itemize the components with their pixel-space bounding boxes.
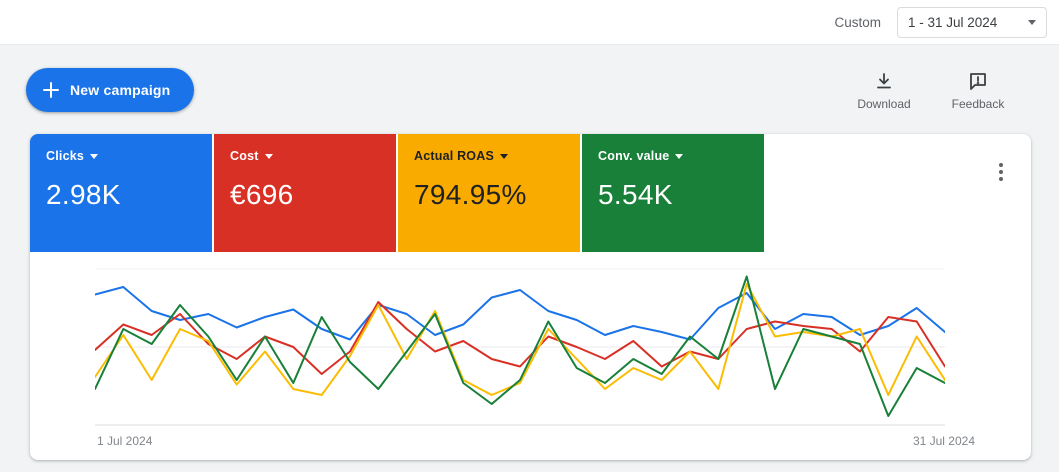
metric-tile[interactable]: Clicks 2.98K [30,134,212,252]
x-axis-start-label: 1 Jul 2024 [97,434,153,448]
chevron-down-icon [264,153,273,159]
chevron-down-icon [1028,19,1036,25]
chevron-down-icon [675,153,684,159]
metric-tiles: Clicks 2.98K Cost €696 Actual ROAS 794.9… [30,134,1031,252]
metric-tile[interactable]: Cost €696 [214,134,396,252]
performance-card: Clicks 2.98K Cost €696 Actual ROAS 794.9… [30,134,1031,460]
date-range-type-label: Custom [834,14,881,30]
date-range-value: 1 - 31 Jul 2024 [908,14,998,30]
metric-tile[interactable]: Actual ROAS 794.95% [398,134,580,252]
plus-icon [42,81,60,99]
metric-tile-value: 794.95% [414,179,527,210]
kebab-icon [999,163,1003,167]
metric-tile-label: Clicks [46,149,85,163]
trend-chart-svg [94,268,946,426]
series-line-conv-value [94,275,946,417]
series-line-cost [94,301,946,375]
download-icon [874,71,894,91]
metric-tile-label: Actual ROAS [414,149,494,163]
metric-tile-label: Conv. value [598,149,670,163]
download-button[interactable]: Download [848,70,920,112]
new-campaign-button[interactable]: New campaign [26,68,195,112]
new-campaign-label: New campaign [70,82,171,98]
metric-tile[interactable]: Conv. value 5.54K [582,134,764,252]
feedback-icon [968,71,988,91]
trend-chart [94,268,946,426]
series-line-actual-roas [94,283,946,396]
x-axis-end-label: 31 Jul 2024 [912,434,975,448]
top-bar: Custom 1 - 31 Jul 2024 [0,0,1059,45]
chevron-down-icon [90,153,99,159]
metric-tile-value: €696 [230,179,294,210]
metric-tile-label: Cost [230,149,259,163]
chevron-down-icon [500,153,508,159]
feedback-button[interactable]: Feedback [942,70,1014,112]
feedback-label: Feedback [951,97,1005,111]
series-line-clicks [94,286,946,341]
metric-tile-value: 2.98K [46,179,121,210]
download-label: Download [857,97,911,111]
metric-tile-value: 5.54K [598,179,673,210]
card-options-button[interactable] [987,158,1015,186]
date-range-picker[interactable]: 1 - 31 Jul 2024 [897,6,1047,38]
x-axis-labels: 1 Jul 2024 31 Jul 2024 [97,434,975,448]
